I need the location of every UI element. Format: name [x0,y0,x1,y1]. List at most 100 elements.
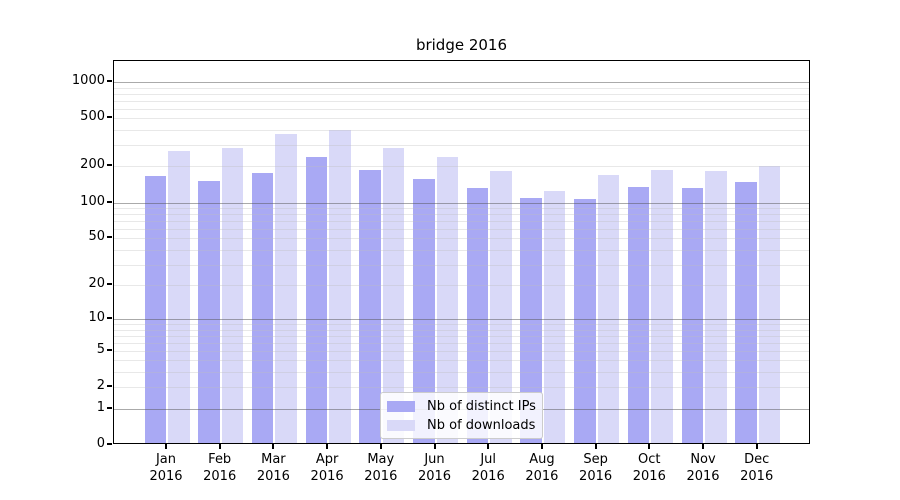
gridline-y-40 [114,249,809,251]
bar-downloads-aug [543,191,566,443]
y-tick-label-500: 500 [80,109,105,125]
bar-downloads-mar [275,134,297,443]
gridline-y-8 [114,329,809,331]
bar-distinct-ips-aug [520,198,542,443]
gridline-y-60 [114,229,809,230]
x-tick-label-dec: Dec 2016 [740,452,774,484]
gridline-y-500 [114,118,809,120]
x-tick-label-nov: Nov 2016 [686,452,720,484]
gridline-y-2 [114,387,809,389]
y-tick-200 [107,164,112,167]
bar-distinct-ips-sep [574,198,596,443]
gridline-y-30 [114,264,809,266]
gridline-y-200 [114,166,809,168]
x-tick-label-jul: Jul 2016 [471,452,505,484]
x-tick-may [379,444,382,449]
legend-item-downloads: Nb of downloads [387,417,536,433]
legend-label-distinct-ips: Nb of distinct IPs [427,398,536,414]
gridline-y-400 [114,130,809,131]
gridline-y-3 [114,372,809,374]
gridline-y-70 [114,221,809,222]
x-tick-jul [487,444,490,449]
y-tick-0 [107,443,112,445]
gridline-y-800 [114,93,809,95]
x-tick-nov [702,444,704,449]
bar-distinct-ips-may [359,169,381,443]
x-tick-label-sep: Sep 2016 [579,452,613,484]
chart-title: bridge 2016 [415,36,508,54]
gridline-y-600 [114,108,809,110]
x-tick-label-jun: Jun 2016 [417,452,452,484]
bar-downloads-sep [597,175,620,443]
x-tick-label-jan: Jan 2016 [149,452,183,484]
y-tick-label-10: 10 [88,310,105,325]
bar-downloads-oct [651,170,673,443]
bar-downloads-jun [436,157,458,443]
bar-distinct-ips-mar [251,172,274,443]
y-tick-label-50: 50 [88,229,105,245]
gridline-y-20 [114,285,809,286]
legend-item-distinct-ips: Nb of distinct IPs [387,398,536,414]
gridline-y-900 [114,87,809,89]
y-tick-label-2: 2 [96,378,105,394]
gridline-y-4 [114,360,809,362]
y-tick-label-20: 20 [88,276,105,291]
y-tick-label-0: 0 [96,436,105,451]
legend-label-downloads: Nb of downloads [427,417,536,433]
bar-downloads-jan [168,150,190,443]
bar-distinct-ips-nov [681,187,703,443]
bar-distinct-ips-jan [144,176,166,443]
bar-distinct-ips-feb [198,181,220,443]
x-tick-oct [648,444,651,449]
gridline-y-100 [114,202,809,204]
gridline-y-90 [114,208,809,209]
x-tick-mar [272,444,275,449]
x-tick-jun [433,444,436,449]
bar-downloads-nov [705,171,727,443]
legend-swatch-downloads [387,419,415,431]
y-tick-label-100: 100 [80,193,105,209]
legend-swatch-distinct-ips [387,400,415,412]
y-tick-label-1: 1 [96,399,105,415]
bar-distinct-ips-jun [413,178,435,443]
x-tick-apr [326,444,329,449]
y-tick-label-5: 5 [96,341,105,357]
legend: Nb of distinct IPs Nb of downloads [380,392,543,439]
x-tick-label-mar: Mar 2016 [256,452,290,484]
y-tick-2 [107,385,112,388]
x-tick-aug [540,444,543,449]
x-tick-label-apr: Apr 2016 [310,452,344,484]
bar-downloads-jul [490,171,512,443]
gridline-y-6 [114,342,809,344]
gridline-y-50 [114,238,809,240]
bar-distinct-ips-oct [627,186,650,443]
gridline-y-9 [114,324,809,325]
gridline-y-7 [114,335,809,337]
bar-downloads-dec [758,165,781,443]
y-tick-100 [107,200,112,203]
gridline-y-80 [114,214,809,216]
gridline-y-5 [114,350,809,352]
y-tick-500 [107,116,112,119]
bar-distinct-ips-jul [466,188,489,443]
y-tick-10 [107,317,112,319]
bar-downloads-feb [221,148,244,443]
bar-distinct-ips-dec [735,182,757,443]
y-tick-5 [107,348,112,351]
gridline-y-700 [114,100,809,102]
gridline-y-10 [114,319,809,320]
x-tick-label-oct: Oct 2016 [632,452,666,484]
y-tick-label-1000: 1000 [71,72,105,88]
gridline-y-1000 [114,81,809,83]
bar-downloads-may [382,148,405,443]
gridline-y-300 [114,145,809,147]
x-tick-label-aug: Aug 2016 [525,452,559,484]
y-tick-1000 [107,79,112,82]
x-tick-dec [755,444,758,449]
y-tick-1 [107,406,112,409]
bar-distinct-ips-apr [305,157,328,443]
x-tick-label-feb: Feb 2016 [203,452,237,484]
y-tick-label-200: 200 [80,157,105,173]
y-tick-20 [107,283,112,285]
